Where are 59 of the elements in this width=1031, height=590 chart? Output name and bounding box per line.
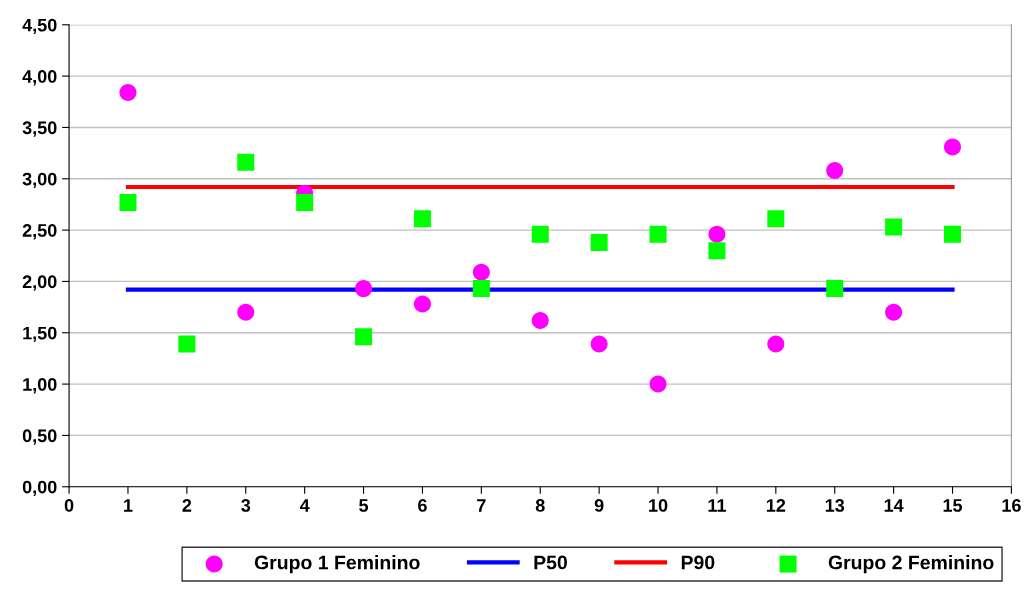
y-tick-label: 1,00 [23,378,57,394]
point [296,193,314,211]
x-tick-label: 15 [943,499,963,512]
point [413,210,431,228]
x-tick-label: 6 [418,499,427,512]
point [590,233,608,251]
point [767,335,785,353]
legend-label: Grupo 1 Feminino [254,555,420,574]
point [649,225,667,243]
point [885,303,903,321]
x-tick-label: 3 [241,499,251,512]
y-tick-label: 2,50 [22,224,57,240]
legend-label: P90 [681,555,715,570]
point [826,162,844,180]
point [472,280,490,298]
point [826,280,844,298]
x-tick-label: 5 [359,499,369,512]
point [531,225,549,243]
x-tick-label: 9 [594,499,604,512]
y-tick-label: 1,50 [23,326,57,343]
point [237,303,255,321]
point [119,84,137,102]
x-tick-label: 13 [825,499,845,512]
y-tick-label: 4,00 [22,70,57,86]
point [355,328,373,346]
point [531,311,549,329]
x-tick-label: 8 [535,499,545,512]
point [708,242,726,260]
point [944,225,962,243]
x-tick-label: 7 [477,499,486,512]
point [767,210,785,228]
x-tick-label: 4 [299,499,310,512]
point [472,263,490,281]
point [355,280,373,298]
y-tick-label: 3,50 [22,121,57,137]
x-tick-label: 0 [64,499,74,512]
legend-label: Grupo 2 Feminino [828,555,994,574]
y-tick-label: 0,00 [22,480,57,497]
point [590,335,608,353]
x-tick-label: 16 [1002,499,1021,512]
x-tick-label: 14 [884,499,904,512]
y-tick-label: 4,50 [22,18,57,35]
x-tick-label: 10 [649,499,668,512]
x-tick-label: 11 [708,499,726,512]
y-tick-label: 3,00 [22,172,57,189]
x-tick-label: 2 [182,499,192,512]
y-tick-label: 0,50 [22,429,57,445]
point [413,295,431,313]
x-tick-label: 1 [124,499,133,512]
point [708,225,726,243]
point [237,153,255,171]
point [178,335,196,353]
point [649,375,667,393]
legend-label: P50 [534,555,567,570]
point [119,193,137,211]
point [944,138,962,156]
point [885,218,903,236]
x-tick-label: 12 [766,499,786,512]
y-tick-label: 2,00 [22,275,57,291]
